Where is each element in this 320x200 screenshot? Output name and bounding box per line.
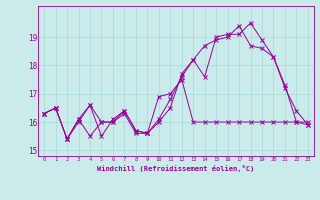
X-axis label: Windchill (Refroidissement éolien,°C): Windchill (Refroidissement éolien,°C) <box>97 165 255 172</box>
